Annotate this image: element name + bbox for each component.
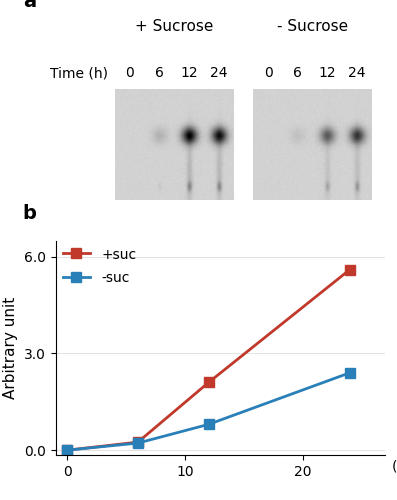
Text: 24: 24: [348, 66, 366, 80]
+suc: [206, 380, 211, 386]
+suc: [65, 447, 70, 453]
-suc: [347, 370, 352, 376]
Text: (h): (h): [392, 459, 397, 473]
Text: 6: 6: [293, 66, 302, 80]
Text: a: a: [23, 0, 36, 11]
+suc: [347, 266, 352, 272]
-suc: [206, 422, 211, 428]
Text: Time (h): Time (h): [50, 66, 108, 80]
-suc: [65, 447, 70, 453]
Text: 12: 12: [319, 66, 336, 80]
Text: 24: 24: [210, 66, 227, 80]
-suc: [135, 440, 140, 446]
Text: 0: 0: [125, 66, 134, 80]
Text: - Sucrose: - Sucrose: [277, 20, 348, 34]
Text: 6: 6: [155, 66, 164, 80]
Y-axis label: Arbitrary unit: Arbitrary unit: [3, 296, 18, 399]
Line: -suc: -suc: [62, 368, 355, 455]
Line: +suc: +suc: [62, 265, 355, 455]
Text: 0: 0: [264, 66, 272, 80]
Legend: +suc, -suc: +suc, -suc: [62, 248, 137, 286]
+suc: [135, 439, 140, 445]
Text: b: b: [23, 204, 37, 224]
Text: 12: 12: [180, 66, 198, 80]
Text: + Sucrose: + Sucrose: [135, 20, 214, 34]
